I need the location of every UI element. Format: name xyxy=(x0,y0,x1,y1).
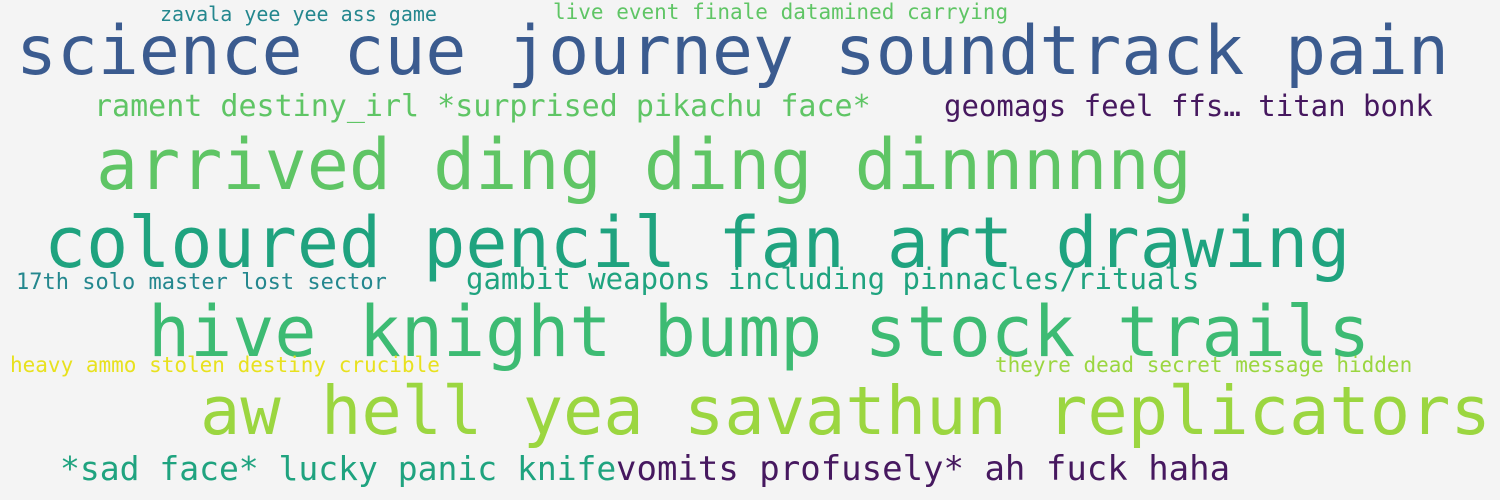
word-coloured: coloured pencil fan art drawing xyxy=(44,202,1351,284)
word-arrived: arrived ding ding dinnnnng xyxy=(96,124,1192,206)
word-theyre: theyre dead secret message hidden xyxy=(995,353,1413,377)
word-live-event: live event finale datamined carrying xyxy=(553,0,1009,24)
word-zavala: zavala yee yee ass game xyxy=(160,2,437,26)
word-17th: 17th solo master lost sector xyxy=(16,270,387,295)
word-sad-face: *sad face* lucky panic knife xyxy=(60,449,617,488)
word-gambit: gambit weapons including pinnacles/ritua… xyxy=(466,262,1200,296)
word-heavy-ammo: heavy ammo stolen destiny crucible xyxy=(10,353,440,377)
word-science: science cue journey soundtrack pain xyxy=(16,12,1449,91)
word-geomags: geomags feel ffs… titan bonk xyxy=(944,89,1433,123)
word-rament: rament destiny_irl *surprised pikachu fa… xyxy=(94,89,871,124)
word-aw-hell: aw hell yea savathun replicators xyxy=(200,372,1491,450)
word-hive: hive knight bump stock trails xyxy=(148,291,1371,373)
word-vomits: vomits profusely* ah fuck haha xyxy=(616,449,1231,489)
